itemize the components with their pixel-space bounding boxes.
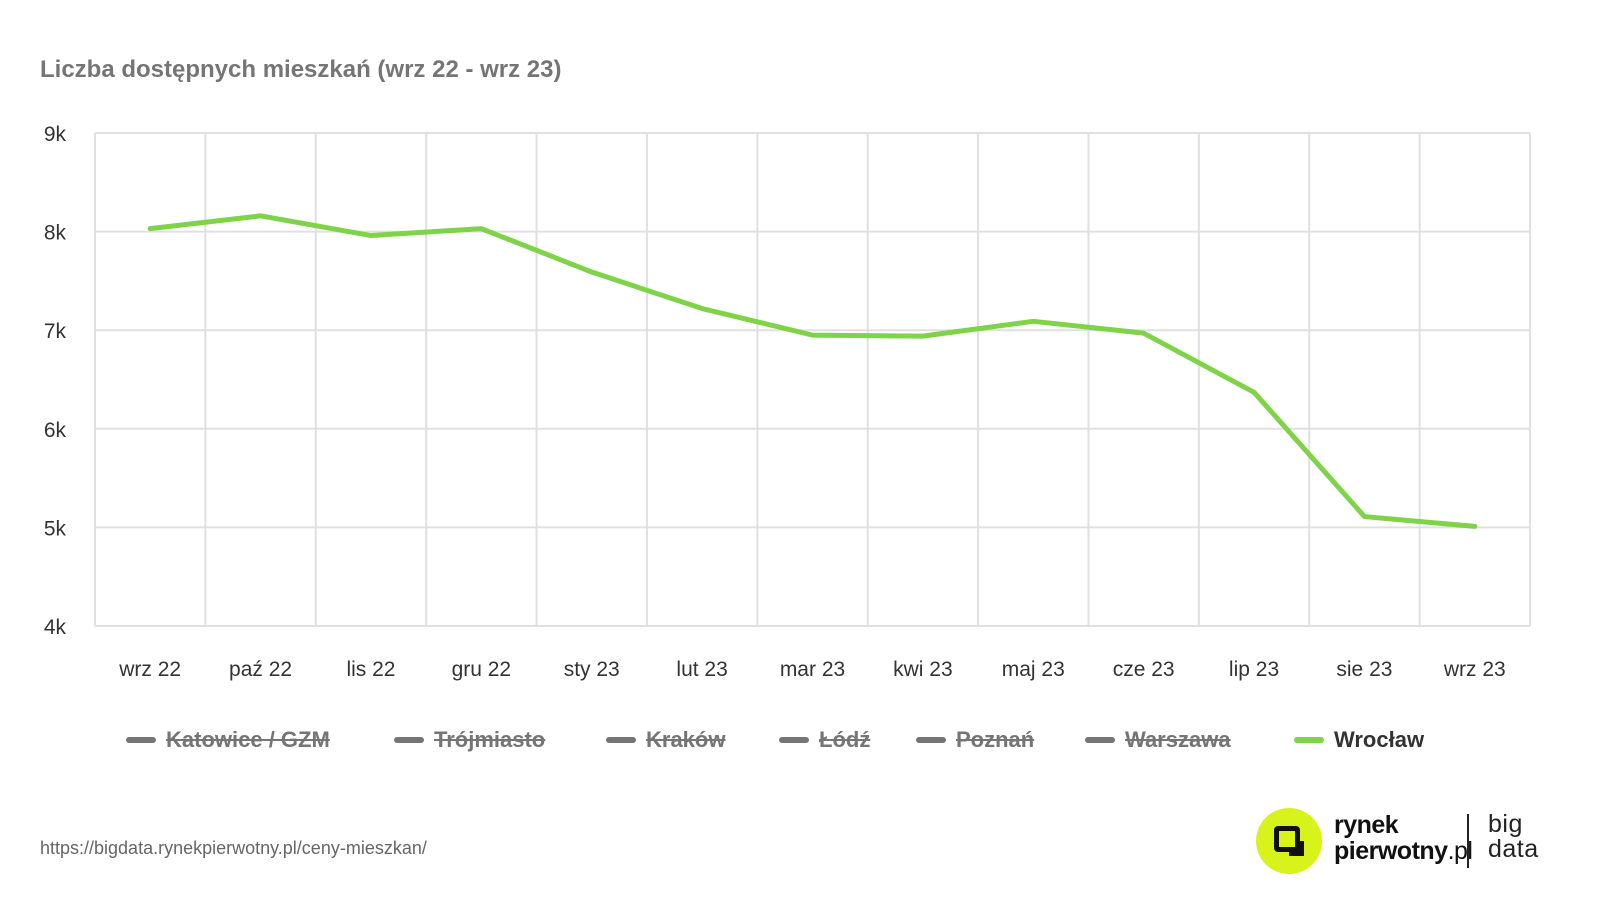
y-tick-label: 4k [44, 616, 67, 639]
legend-item[interactable]: Trójmiasto [394, 720, 545, 760]
legend-label: Warszawa [1125, 727, 1231, 752]
legend-swatch [1294, 737, 1324, 743]
x-tick-label: lis 22 [346, 658, 395, 681]
legend: Katowice / GZM Trójmiasto Kraków Łódź Poznań… [0, 720, 1600, 760]
legend-label: Poznań [956, 727, 1035, 752]
logo-word-pierwotny: pierwotny.pl [1334, 837, 1473, 865]
line-chart: 4k 5k 6k 7k 8k 9k wrz 22 paź 22 lis 22 gru 22 sty… [44, 123, 1531, 681]
x-tick-label: wrz 22 [118, 658, 181, 681]
x-tick-label: kwi 23 [893, 658, 953, 681]
series-lines [147, 213, 1478, 529]
y-axis-ticks: 4k 5k 6k 7k 8k 9k [44, 123, 67, 639]
legend-item[interactable]: Poznań [916, 720, 1034, 760]
logo-square-icon [1274, 826, 1304, 856]
logo-word-rynek: rynek [1334, 811, 1399, 839]
series-line-wrocław [147, 213, 1478, 529]
x-tick-label: sie 23 [1336, 658, 1392, 681]
x-tick-label: paź 22 [229, 658, 292, 681]
legend-label: Trójmiasto [434, 727, 546, 752]
x-tick-label: gru 22 [452, 658, 512, 681]
x-axis-ticks: wrz 22 paź 22 lis 22 gru 22 sty 23 lut 23 mar … [118, 658, 1505, 681]
legend-label: Wrocław [1334, 727, 1425, 752]
logo-divider [1467, 814, 1469, 868]
x-tick-label: mar 23 [780, 658, 845, 681]
grid [94, 132, 1531, 627]
logo-word-data: data [1488, 835, 1539, 863]
logo-bigdata: big data [1488, 812, 1539, 862]
y-tick-label: 8k [44, 222, 67, 245]
legend-swatch [606, 737, 636, 743]
x-tick-label: sty 23 [564, 658, 620, 681]
legend-item[interactable]: Łódź [779, 720, 870, 760]
logo-word-big: big [1488, 810, 1523, 838]
y-tick-label: 5k [44, 517, 67, 540]
legend-swatch [916, 737, 946, 743]
x-tick-label: maj 23 [1002, 658, 1065, 681]
source-url[interactable]: https://bigdata.rynekpierwotny.pl/ceny-m… [40, 838, 427, 858]
chart-title: Liczba dostępnych mieszkań (wrz 22 - wrz… [40, 56, 562, 83]
y-tick-label: 7k [44, 320, 67, 343]
legend-swatch [1085, 737, 1115, 743]
legend-item[interactable]: Warszawa [1085, 720, 1231, 760]
logo-word-pierwotny-main: pierwotny [1334, 837, 1448, 865]
x-tick-label: cze 23 [1113, 658, 1175, 681]
legend-label: Kraków [646, 727, 726, 752]
logo-circle-icon [1256, 808, 1322, 874]
legend-item[interactable]: Wrocław [1294, 720, 1424, 760]
x-tick-label: wrz 23 [1443, 658, 1506, 681]
legend-item[interactable]: Katowice / GZM [126, 720, 330, 760]
legend-swatch [779, 737, 809, 743]
x-tick-label: lut 23 [676, 658, 727, 681]
legend-swatch [126, 737, 156, 743]
legend-swatch [394, 737, 424, 743]
logo-wordmark: rynek pierwotny.pl [1334, 811, 1473, 865]
y-tick-label: 9k [44, 123, 67, 146]
legend-label: Łódź [819, 727, 871, 752]
legend-label: Katowice / GZM [166, 727, 330, 752]
x-tick-label: lip 23 [1229, 658, 1279, 681]
rynekpierwotny-logo[interactable]: rynek pierwotny.pl big data [1256, 808, 1596, 880]
legend-item[interactable]: Kraków [606, 720, 725, 760]
y-tick-label: 6k [44, 419, 67, 442]
